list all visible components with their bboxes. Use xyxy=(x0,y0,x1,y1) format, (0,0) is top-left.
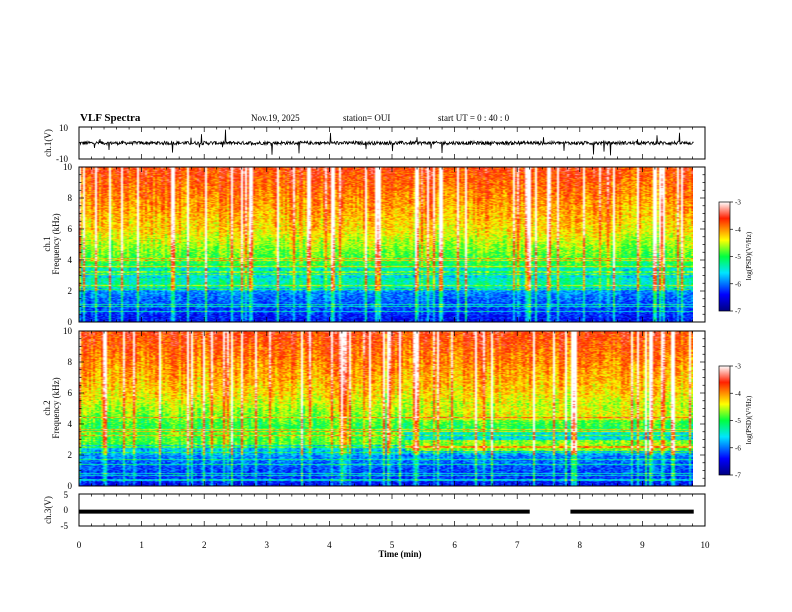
colorbar-tick-label: -3 xyxy=(735,199,741,207)
frequency-tick-label: 2 xyxy=(68,286,73,296)
time-tick-label: 4 xyxy=(327,540,332,550)
ch3-ytick-mid: 0 xyxy=(64,505,69,515)
ch1-spec-ylabel-2: Frequency (kHz) xyxy=(51,213,61,274)
frequency-tick-label: 4 xyxy=(68,419,73,429)
date-label: Nov.19, 2025 xyxy=(251,113,300,123)
ch2-colorbar-ticks: -3 -4 -5 -6 -7 xyxy=(730,363,741,480)
colorbar-tick-label: -4 xyxy=(735,226,741,234)
frequency-tick-label: 6 xyxy=(68,388,73,398)
ch1-frequency-ticks: 0 2 4 6 8 10 xyxy=(63,162,705,327)
time-tick-label: 2 xyxy=(202,540,207,550)
frequency-tick-label: 4 xyxy=(68,255,73,265)
ch2-colorbar xyxy=(718,365,731,476)
ch1-waveform-trace xyxy=(79,129,694,156)
time-tick-label: 7 xyxy=(515,540,520,550)
ch2-spec-ylabel-1: ch.2 xyxy=(42,400,52,415)
frequency-tick-label: 0 xyxy=(68,481,73,491)
colorbar-tick-label: -7 xyxy=(735,308,741,316)
ch1-colorbar-ticks: -3 -4 -5 -6 -7 xyxy=(730,199,741,316)
time-tick-label: 3 xyxy=(265,540,270,550)
station-label: station= OUI xyxy=(343,113,391,123)
frequency-tick-label: 2 xyxy=(68,450,73,460)
ch1-spectrogram xyxy=(79,167,693,322)
time-tick-label: 10 xyxy=(701,540,711,550)
ch2-spec-ylabel-2: Frequency (kHz) xyxy=(51,377,61,438)
time-tick-label: 6 xyxy=(452,540,457,550)
time-ticks xyxy=(78,127,706,526)
colorbar-tick-label: -7 xyxy=(735,472,741,480)
frequency-tick-label: 8 xyxy=(68,193,73,203)
ch2-spectrogram xyxy=(79,331,693,486)
frequency-tick-label: 0 xyxy=(68,317,73,327)
time-tick-label: 1 xyxy=(139,540,144,550)
ch3-ytick-bottom: -5 xyxy=(61,521,69,531)
time-tick-label: 0 xyxy=(77,540,82,550)
colorbar-tick-label: -5 xyxy=(735,417,741,425)
x-axis-label: Time (min) xyxy=(378,549,421,559)
colorbar-tick-label: -3 xyxy=(735,363,741,371)
colorbar-tick-label: -5 xyxy=(735,253,741,261)
ch1-colorbar xyxy=(718,201,731,312)
ch1-spec-ylabel-1: ch.1 xyxy=(42,236,52,251)
ch1-colorbar-label: log(PSD)(V²/Hz) xyxy=(745,231,753,280)
ch1-ytick-bottom: -10 xyxy=(56,154,68,164)
frequency-tick-label: 6 xyxy=(68,224,73,234)
colorbar-tick-label: -4 xyxy=(735,390,741,398)
chart-title: VLF Spectra xyxy=(80,112,141,124)
time-tick-labels: 0 1 2 3 4 5 6 7 8 9 10 xyxy=(77,540,710,550)
ch3-ytick-top: 5 xyxy=(64,490,69,500)
colorbar-tick-label: -6 xyxy=(735,444,741,452)
time-tick-label: 8 xyxy=(578,540,583,550)
ch3-ylabel: ch.3(V) xyxy=(43,496,53,524)
frequency-tick-label: 10 xyxy=(63,326,73,336)
time-tick-label: 5 xyxy=(390,540,395,550)
time-tick-label: 9 xyxy=(640,540,645,550)
colorbar-tick-label: -6 xyxy=(735,280,741,288)
ch1-ytick-top: 10 xyxy=(59,123,69,133)
ch1-ylabel: ch.1(V) xyxy=(43,129,53,157)
ch2-colorbar-label: log(PSD)(V²/Hz) xyxy=(745,395,753,444)
frequency-tick-label: 8 xyxy=(68,357,73,367)
start-time-label: start UT = 0 : 40 : 0 xyxy=(438,113,510,123)
ch2-frequency-ticks: 0 2 4 6 8 10 xyxy=(63,326,705,491)
frequency-tick-label: 10 xyxy=(63,162,73,172)
